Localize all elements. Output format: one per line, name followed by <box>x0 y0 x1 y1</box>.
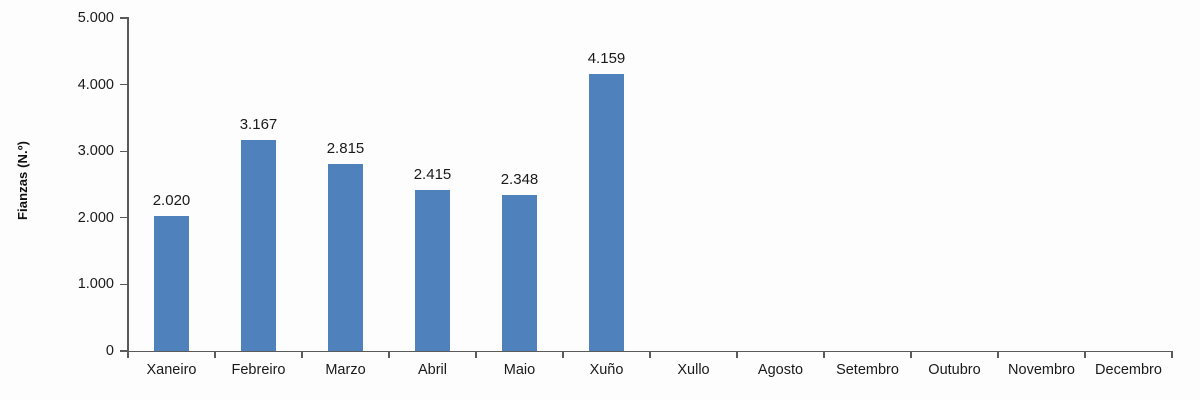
x-tick-label-marzo: Marzo <box>325 362 366 378</box>
x-tick-label-xullo: Xullo <box>677 362 710 378</box>
bar-value-label-marzo: 2.815 <box>326 139 365 157</box>
bar-value-label-xuño: 4.159 <box>587 50 626 67</box>
x-tick-label-outubro: Outubro <box>928 362 981 378</box>
y-tick-mark <box>120 350 127 352</box>
bar-maio[interactable] <box>502 194 537 351</box>
x-tick-mark <box>910 351 912 358</box>
bar-marzo[interactable] <box>328 163 363 351</box>
x-tick-mark <box>736 351 738 358</box>
y-tick-mark <box>120 283 127 286</box>
bar-febreiro[interactable] <box>241 140 276 351</box>
x-tick-label-agosto: Agosto <box>757 362 804 378</box>
x-tick-label-maio: Maio <box>503 362 536 378</box>
y-tick-mark <box>120 217 127 219</box>
bar-xuño[interactable] <box>589 74 624 351</box>
bar-value-label-febreiro: 3.167 <box>239 116 278 134</box>
y-tick-mark <box>120 150 127 152</box>
bar-value-label-xaneiro: 2.020 <box>152 192 191 210</box>
bar-value-label-maio: 2.348 <box>500 170 539 188</box>
x-tick-label-febreiro: Febreiro <box>231 362 286 378</box>
y-tick-label: 3.000 <box>77 143 114 160</box>
x-tick-mark <box>127 351 129 358</box>
y-tick-mark <box>120 17 127 19</box>
x-tick-label-novembro: Novembro <box>1008 362 1075 378</box>
y-tick-label: 4.000 <box>77 76 114 93</box>
bar-xaneiro[interactable] <box>154 216 189 351</box>
x-tick-mark <box>649 351 651 358</box>
x-tick-label-setembro: Setembro <box>836 362 899 378</box>
x-tick-mark <box>214 351 216 358</box>
x-tick-mark <box>823 351 825 358</box>
y-tick-label: 2.000 <box>77 209 114 226</box>
x-tick-mark <box>301 351 303 358</box>
bar-value-label-abril: 2.415 <box>413 166 452 184</box>
y-tick-label: 5.000 <box>77 10 114 26</box>
x-tick-mark <box>1171 351 1173 358</box>
x-tick-mark <box>997 351 999 358</box>
plot-area <box>128 18 1173 351</box>
x-tick-label-abril: Abril <box>417 362 447 378</box>
x-tick-mark <box>388 351 390 358</box>
x-tick-label-xaneiro: Xaneiro <box>146 362 197 378</box>
y-tick-label: 0 <box>105 343 114 359</box>
x-tick-label-xuño: Xuño <box>589 362 624 378</box>
bar-abril[interactable] <box>415 190 450 351</box>
y-axis-line <box>127 17 129 352</box>
y-axis-title: Fianzas (N.º) <box>0 0 44 360</box>
y-tick-label: 1.000 <box>77 276 114 293</box>
y-tick-mark <box>120 83 127 86</box>
x-tick-mark <box>1084 351 1086 358</box>
x-tick-label-decembro: Decembro <box>1095 362 1162 378</box>
x-tick-mark <box>475 351 477 358</box>
x-tick-mark <box>562 351 564 358</box>
